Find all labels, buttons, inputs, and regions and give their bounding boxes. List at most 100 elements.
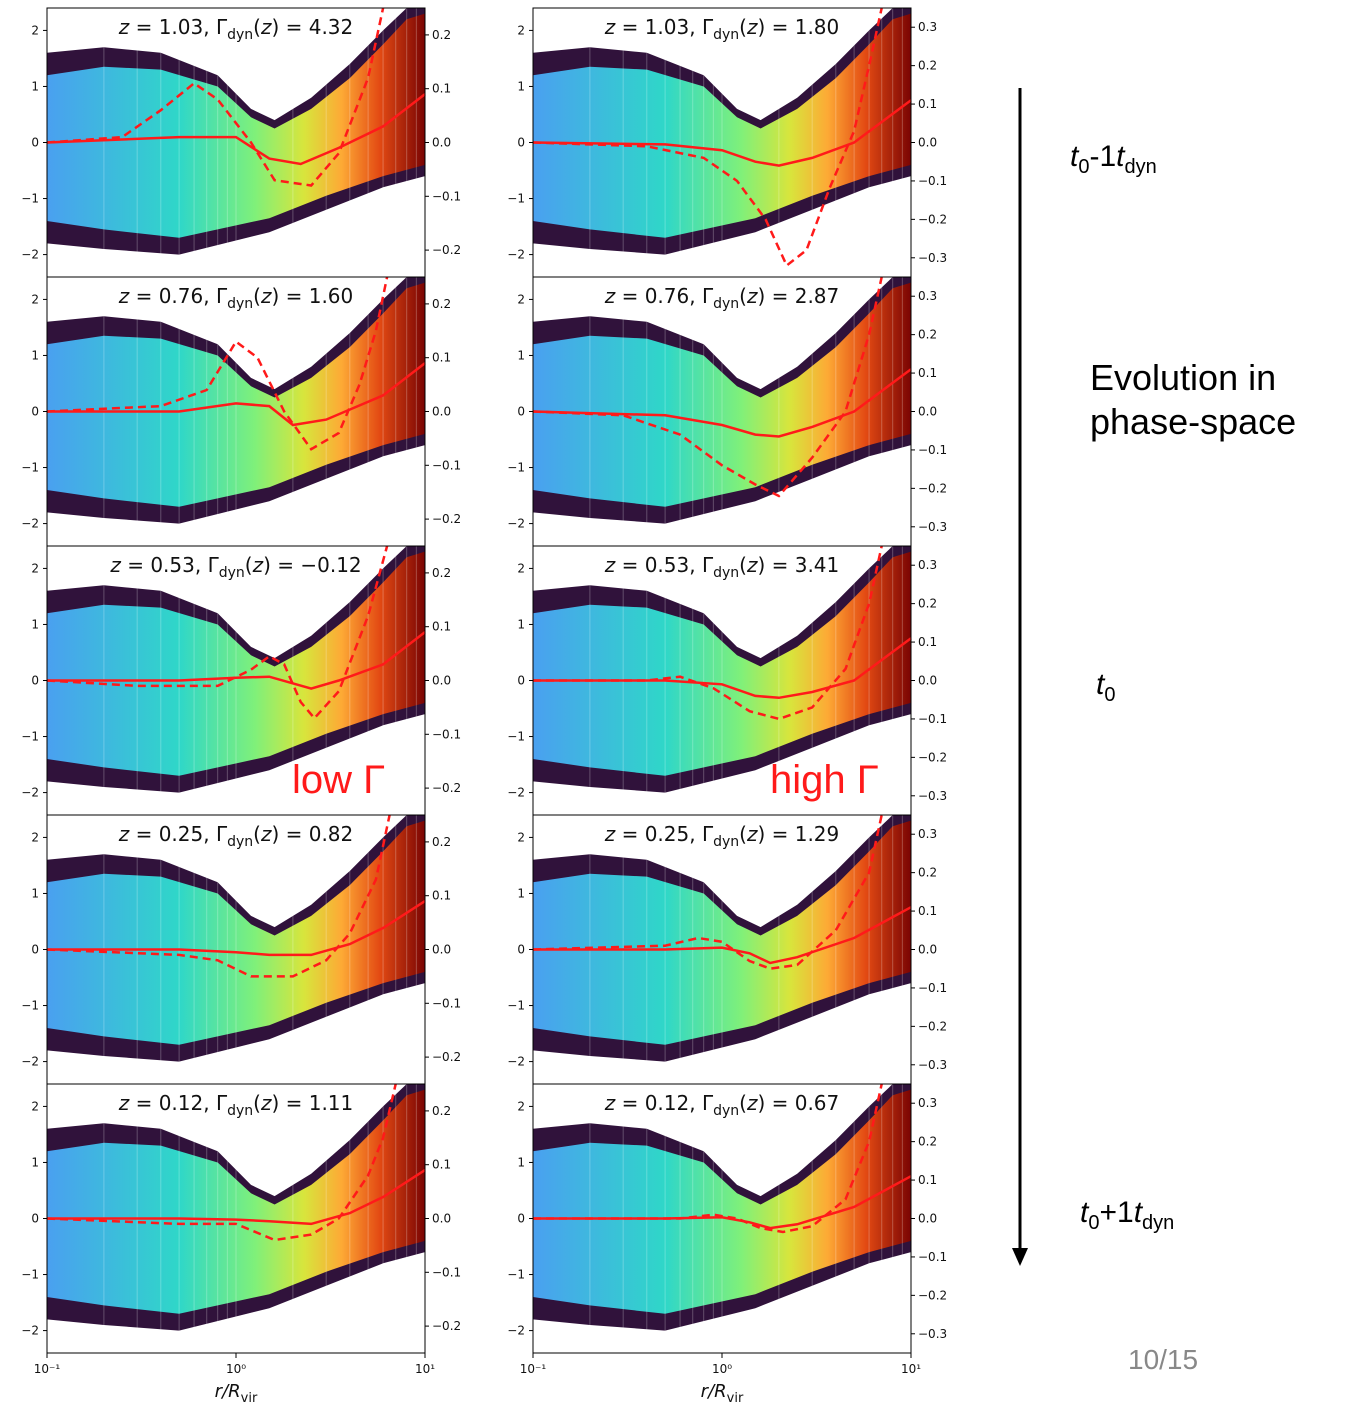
left-tick-label: 0	[31, 136, 39, 150]
evolution-line1: Evolution in	[1090, 357, 1277, 398]
left-tick-label: 0	[517, 405, 525, 419]
x-axis-label-part: vir	[727, 1391, 744, 1406]
x-tick-label: 10¹	[901, 1362, 921, 1376]
panel-title-part: = 0.25, Γ	[129, 822, 228, 846]
panel-title-part: (	[739, 1091, 747, 1115]
right-tick-label: −0.1	[918, 981, 947, 995]
right-tick-label: 0.1	[918, 366, 937, 380]
phase-panel: z = 0.25, Γdyn(z) = 0.82−2−1012−0.2−0.10…	[21, 814, 461, 1085]
panel-title-part: z	[260, 822, 272, 846]
right-tick-label: 0.2	[918, 328, 937, 342]
phase-panel: z = 0.53, Γdyn(z) = −0.12−2−1012−0.2−0.1…	[21, 545, 461, 816]
right-tick-label: −0.3	[918, 520, 947, 534]
right-tick-label: 0.3	[918, 827, 937, 841]
left-tick-label: 2	[517, 561, 525, 575]
panel-title-part: ) = 0.82	[271, 822, 353, 846]
panel-title: z = 0.12, Γdyn(z) = 0.67	[604, 1091, 840, 1119]
panel-title-part: ) = 0.67	[757, 1091, 839, 1115]
panel-title-part: z	[118, 1091, 130, 1115]
right-tick-label: −0.1	[918, 712, 947, 726]
low-gamma-label: low Γ	[292, 758, 386, 802]
phase-panel: z = 0.76, Γdyn(z) = 2.87−2−1012−0.3−0.2−…	[507, 276, 947, 547]
x-tick-label: 10⁰	[226, 1362, 246, 1376]
panel-title-part: z	[118, 284, 130, 308]
time-top-label: t0-1tdyn	[1070, 140, 1157, 178]
right-tick-label: 0.2	[432, 297, 451, 311]
panel-title: z = 1.03, Γdyn(z) = 4.32	[118, 15, 354, 43]
panel-title-part: dyn	[227, 27, 253, 43]
panel-title: z = 0.25, Γdyn(z) = 0.82	[118, 822, 354, 850]
left-tick-label: 1	[517, 886, 525, 900]
panel-title-part: ) = 3.41	[757, 553, 839, 577]
panel-title-part: (	[253, 1091, 261, 1115]
density-map	[47, 820, 425, 1045]
left-tick-label: 1	[517, 617, 525, 631]
panel-title-part: dyn	[227, 1103, 253, 1119]
right-tick-label: 0.0	[918, 943, 937, 957]
mean-velocity-line	[47, 900, 426, 957]
phase-panel: z = 1.03, Γdyn(z) = 1.80−2−1012−0.3−0.2−…	[507, 7, 947, 278]
panel-title: z = 0.12, Γdyn(z) = 1.11	[118, 1091, 354, 1119]
panel-title-part: z	[260, 284, 272, 308]
right-tick-label: −0.3	[918, 251, 947, 265]
right-tick-label: −0.2	[432, 512, 461, 526]
panel-title-part: z	[604, 15, 616, 39]
right-tick-label: 0.3	[918, 20, 937, 34]
panel-title-part: ) = 4.32	[271, 15, 353, 39]
right-tick-label: −0.2	[432, 243, 461, 257]
dashed-velocity-line	[532, 276, 883, 498]
right-tick-label: 0.1	[432, 620, 451, 634]
right-tick-label: −0.1	[432, 189, 461, 203]
panel-title-part: (	[739, 15, 747, 39]
panel-title-part: ) = 1.29	[757, 822, 839, 846]
density-map	[533, 1089, 911, 1314]
panel-title-part: dyn	[713, 1103, 739, 1119]
left-tick-label: 2	[517, 1099, 525, 1113]
panel-title-part: ) = 1.11	[271, 1091, 353, 1115]
panel-title-part: z	[604, 822, 616, 846]
panel-title-part: = 0.76, Γ	[615, 284, 714, 308]
left-tick-label: 2	[31, 830, 39, 844]
panel-title-part: (	[253, 284, 261, 308]
left-tick-label: −2	[507, 786, 525, 800]
panel-title-part: (	[739, 822, 747, 846]
x-tick-label: 10⁻¹	[34, 1362, 61, 1376]
left-tick-label: −1	[21, 461, 39, 475]
panel-title: z = 0.76, Γdyn(z) = 1.60	[118, 284, 354, 312]
right-tick-label: 0.0	[432, 943, 451, 957]
right-tick-label: 0.1	[432, 351, 451, 365]
right-tick-label: 0.0	[918, 674, 937, 688]
mean-velocity-line	[47, 631, 426, 690]
panel-title-part: (	[739, 284, 747, 308]
dashed-velocity-line	[532, 7, 883, 268]
panel-title-part: z	[252, 553, 264, 577]
panel-title: z = 1.03, Γdyn(z) = 1.80	[604, 15, 840, 43]
panel-title-part: z	[118, 822, 130, 846]
panel-title-part: (	[245, 553, 253, 577]
panel-title-part: dyn	[713, 834, 739, 850]
right-tick-label: 0.3	[918, 289, 937, 303]
density-map	[533, 820, 911, 1045]
panel-title-part: dyn	[227, 296, 253, 312]
left-tick-label: 1	[31, 79, 39, 93]
panel-title-part: = 1.03, Γ	[129, 15, 228, 39]
right-tick-label: 0.1	[918, 635, 937, 649]
panel-title-part: = 0.53, Γ	[615, 553, 714, 577]
density-map	[533, 551, 911, 776]
right-tick-label: 0.1	[432, 82, 451, 96]
right-tick-label: −0.1	[432, 996, 461, 1010]
left-tick-label: −1	[507, 999, 525, 1013]
left-tick-label: −2	[21, 1324, 39, 1338]
mean-velocity-line	[46, 93, 426, 166]
panel-title-part: = 0.12, Γ	[615, 1091, 714, 1115]
right-tick-label: 0.0	[918, 1212, 937, 1226]
panel-title-part: z	[604, 553, 616, 577]
right-tick-label: 0.2	[432, 1104, 451, 1118]
right-tick-label: 0.2	[432, 28, 451, 42]
panel-title-part: z	[260, 1091, 272, 1115]
left-tick-label: 2	[517, 292, 525, 306]
right-tick-label: −0.1	[432, 1265, 461, 1279]
panel-title: z = 0.53, Γdyn(z) = 3.41	[604, 553, 840, 581]
dashed-velocity-line	[533, 1083, 883, 1234]
